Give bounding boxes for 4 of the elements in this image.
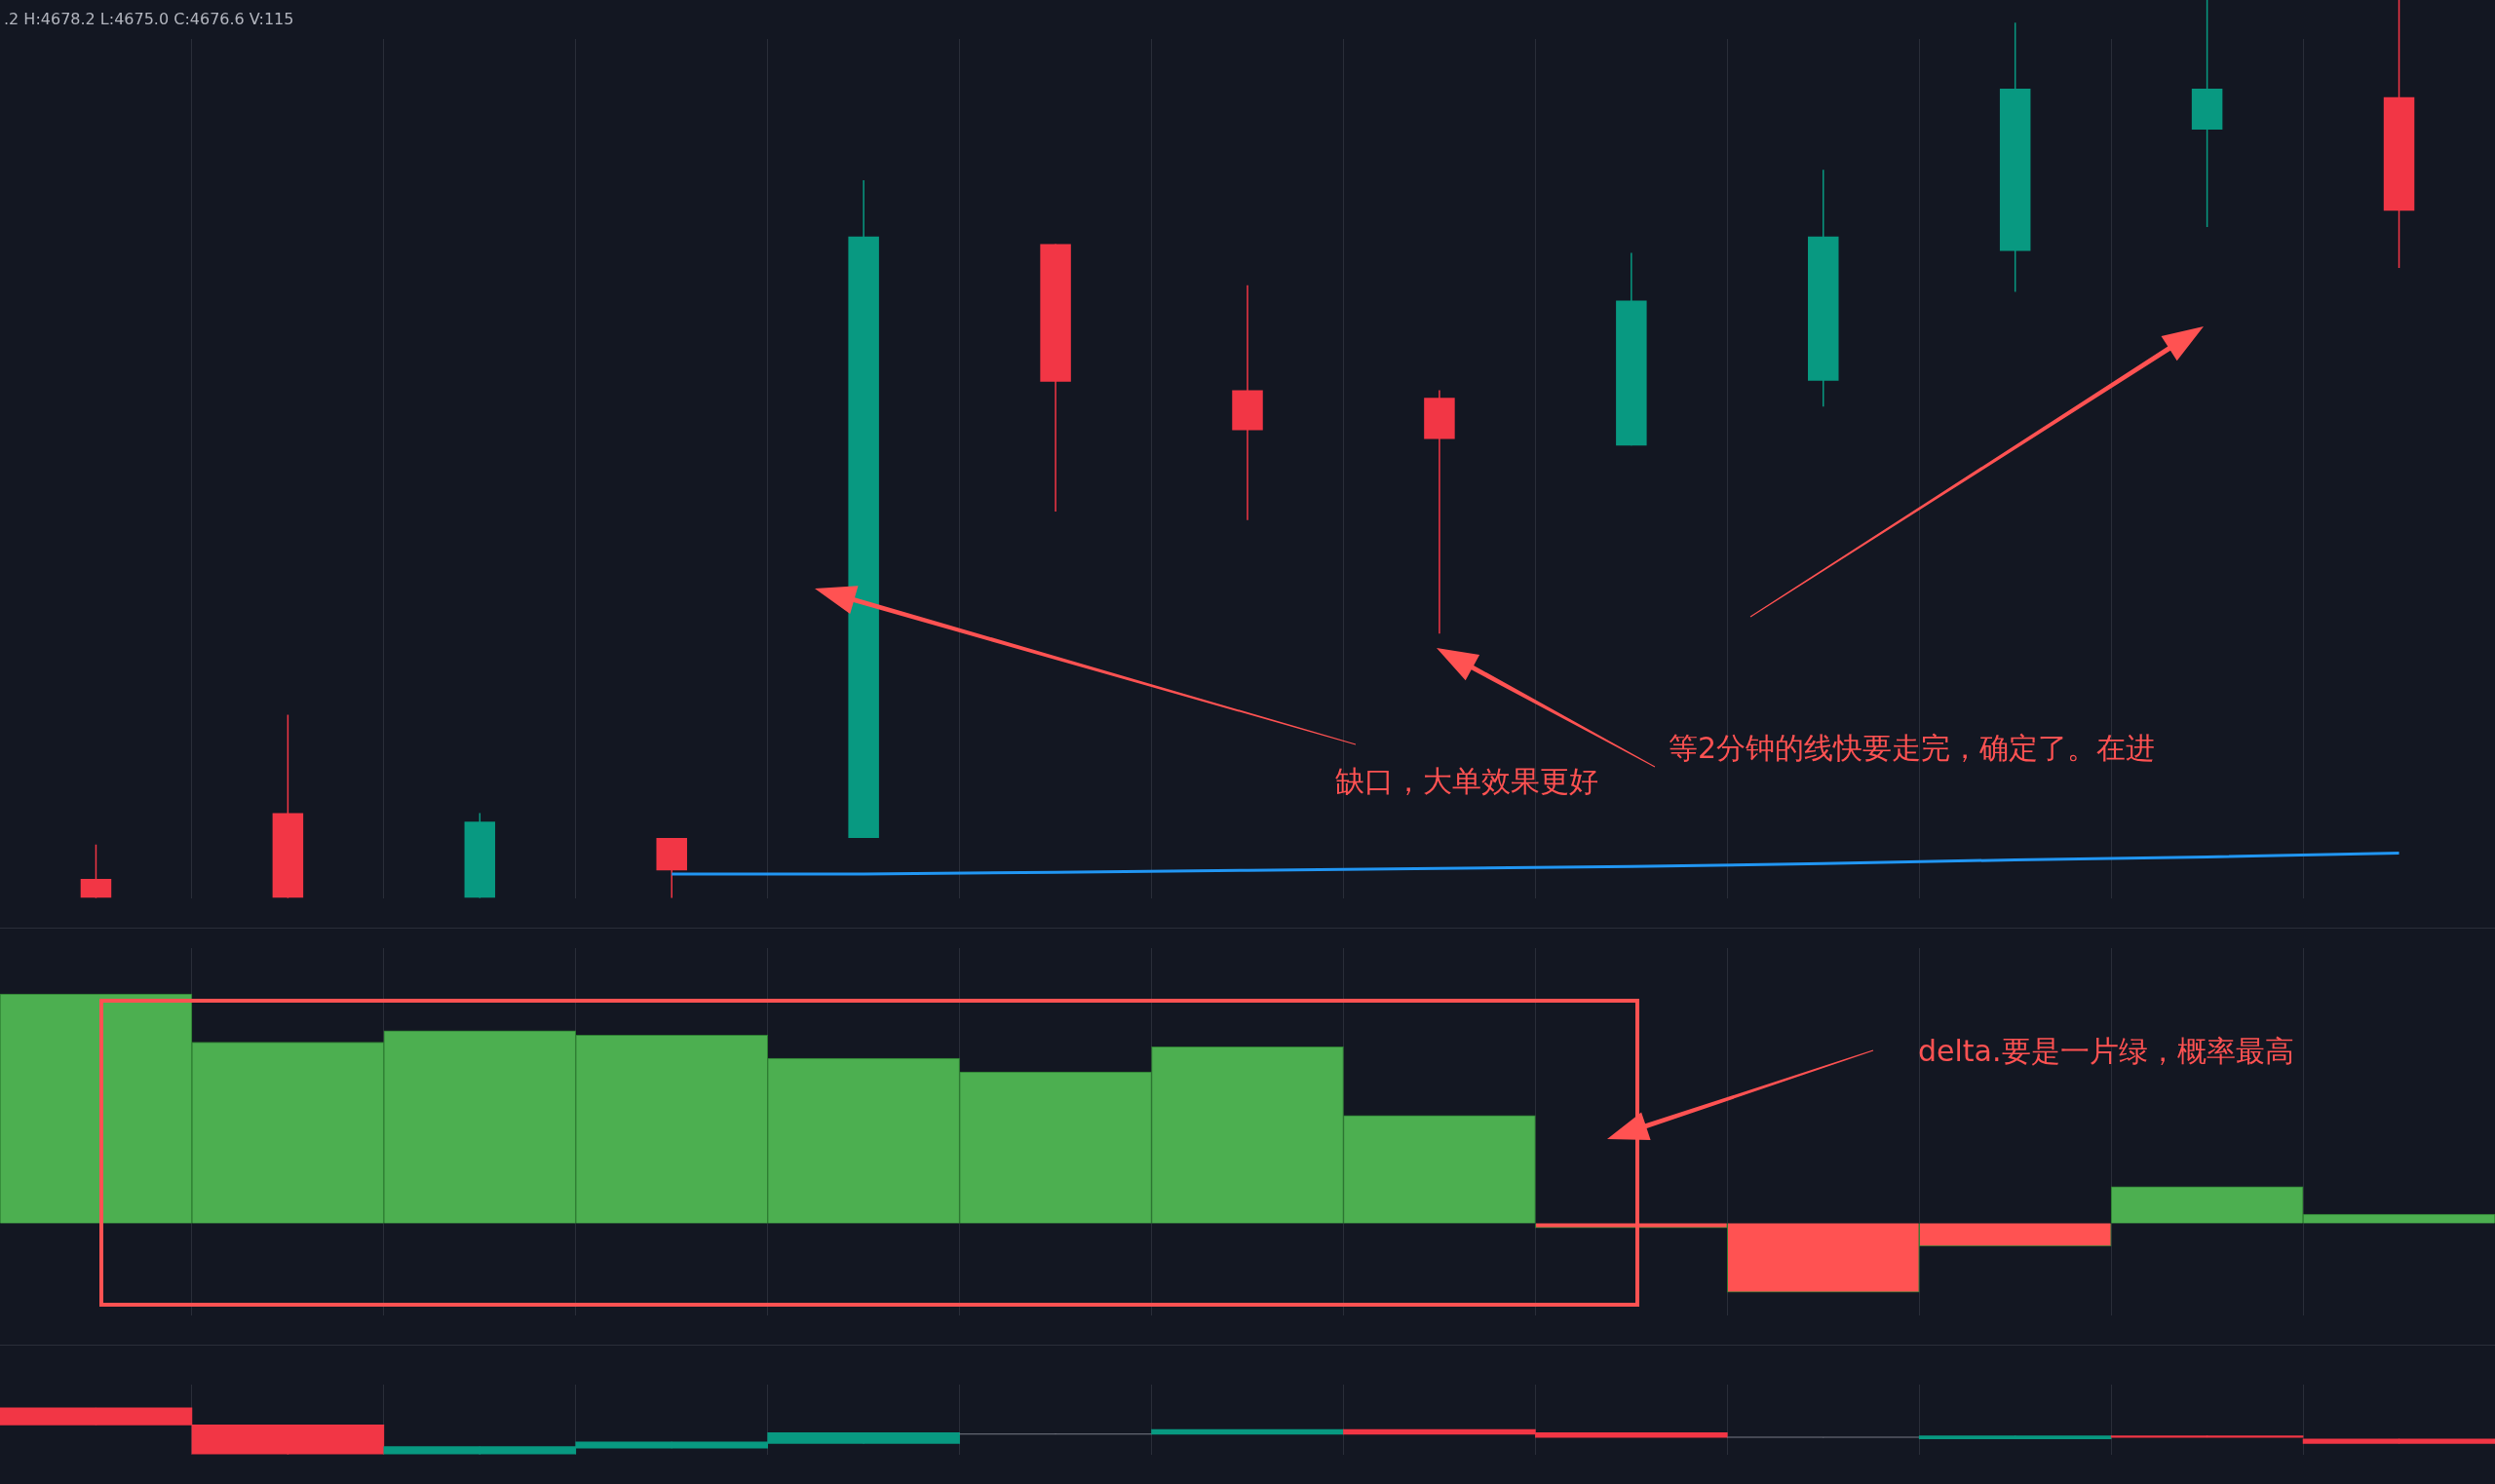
annotation: delta.要是一片绿，概率最高 (1918, 1033, 2294, 1070)
annotation: .2 H:4678.2 L:4675.0 C:4676.6 V:115 (4, 10, 294, 28)
annotation: 缺口，大单效果更好 (1335, 763, 1598, 800)
annotation: 等2分钟的线快要走完，确定了。在进 (1669, 730, 2156, 767)
